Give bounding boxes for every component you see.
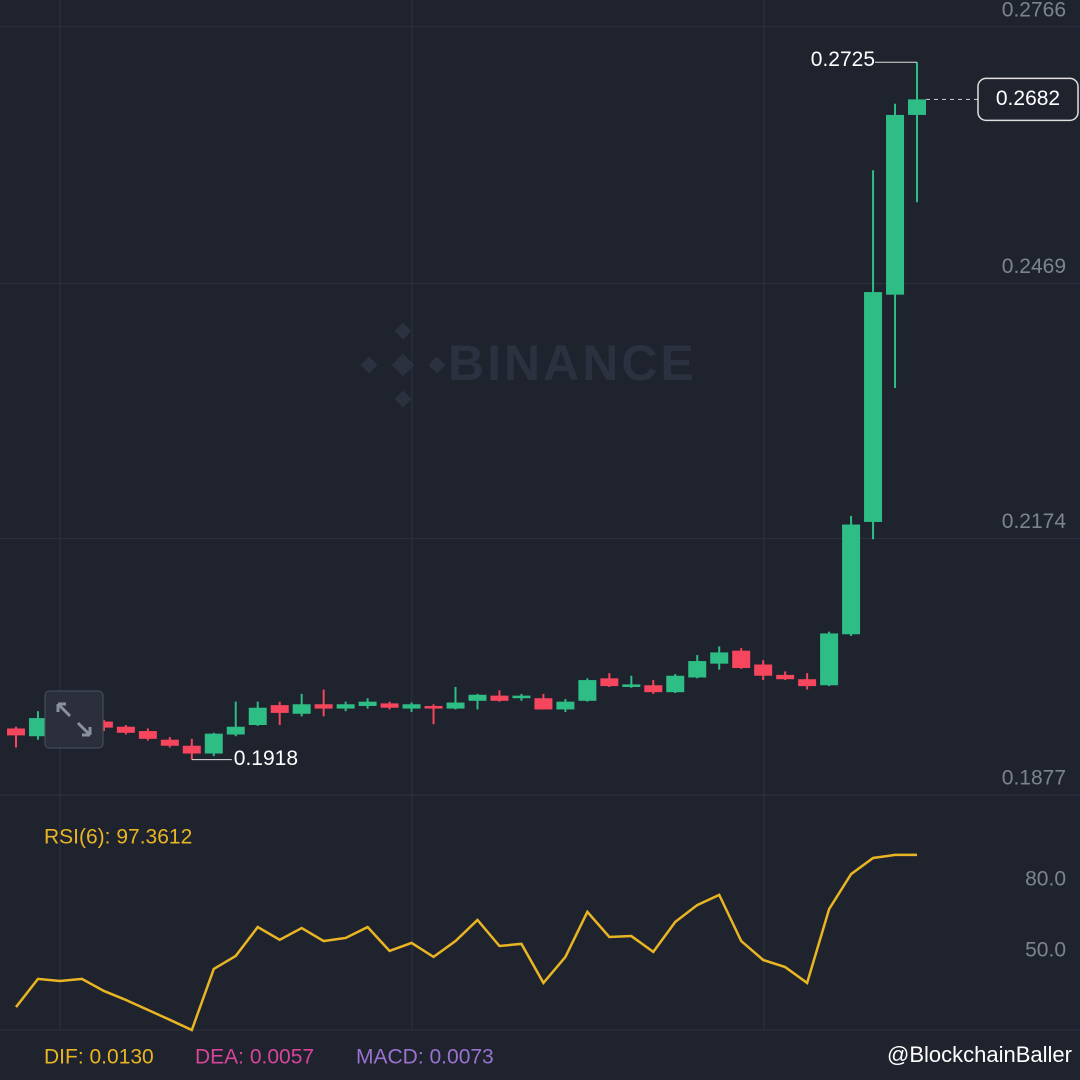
candle-body	[864, 292, 883, 522]
y-tick-label: 0.1877	[1002, 767, 1066, 790]
candle-body	[336, 704, 355, 709]
expand-icon	[56, 702, 92, 737]
credit: @BlockchainBaller	[887, 1042, 1072, 1067]
high-label: 0.2725	[811, 48, 875, 71]
y-tick-label: 0.2766	[1002, 0, 1066, 21]
candle-body	[446, 702, 465, 709]
candle-body	[468, 694, 487, 701]
dif-label: DIF: 0.0130	[44, 1046, 154, 1069]
last-price-label: 0.2682	[996, 87, 1060, 110]
candle-body	[732, 650, 751, 668]
candle-body	[402, 704, 421, 709]
y-tick-label: 0.2469	[1002, 255, 1066, 278]
candle-body	[798, 679, 817, 687]
candle-body	[358, 701, 377, 706]
y-tick-label: 50.0	[1025, 939, 1066, 962]
candle-body	[754, 664, 773, 676]
candle-body	[28, 718, 47, 737]
candle-body	[182, 745, 201, 754]
candle-body	[380, 703, 399, 708]
candle-body	[622, 684, 641, 687]
rsi-title: RSI(6): 97.3612	[44, 826, 192, 849]
expand-button-box[interactable]	[44, 690, 104, 749]
candle-body	[116, 726, 135, 733]
candle-body	[666, 675, 685, 693]
candle-body	[688, 661, 707, 678]
candle-body	[534, 698, 553, 710]
candle-body	[270, 705, 289, 713]
candle-body	[226, 726, 245, 735]
rsi-line	[15, 853, 917, 1032]
y-tick-label: 80.0	[1025, 868, 1066, 891]
candle-body	[94, 721, 113, 728]
watermark: BINANCE	[448, 335, 697, 391]
candle-body	[512, 695, 531, 699]
vertical-grid	[59, 0, 765, 1030]
candle-body	[776, 674, 795, 680]
candle-body	[556, 701, 575, 710]
candle-body	[138, 731, 157, 739]
candle-body	[314, 704, 333, 709]
candle-body	[886, 114, 905, 295]
candle-body	[490, 695, 509, 701]
candle-body	[820, 633, 839, 686]
dea-label: DEA: 0.0057	[195, 1046, 314, 1069]
low-label: 0.1918	[234, 747, 298, 770]
candle-body	[842, 524, 861, 635]
candle-body	[644, 685, 663, 693]
expand-button[interactable]	[44, 690, 104, 749]
candle-body	[160, 739, 179, 746]
candle-body	[908, 99, 926, 115]
candle-body	[248, 707, 267, 726]
last-price-box	[977, 77, 1079, 122]
candle-body	[292, 704, 311, 714]
candle-body	[204, 733, 223, 754]
candle-body	[578, 680, 597, 701]
candle-body	[7, 728, 25, 736]
candle-body	[710, 652, 729, 664]
y-tick-label: 0.2174	[1002, 510, 1067, 533]
candle-body	[424, 705, 443, 709]
candle-body	[600, 678, 619, 687]
macd-label: MACD: 0.0073	[356, 1046, 494, 1069]
